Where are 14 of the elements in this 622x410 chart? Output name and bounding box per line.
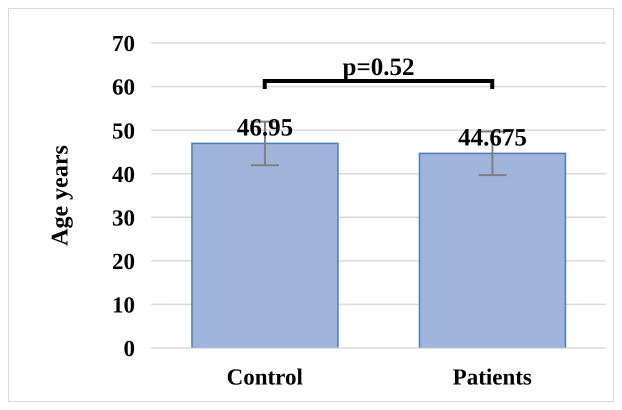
y-tick-label: 70 (112, 31, 135, 56)
y-tick-label: 20 (112, 249, 135, 274)
data-label: 44.675 (458, 124, 527, 152)
y-tick-label: 60 (112, 74, 135, 100)
annotation: p=0.52 (342, 54, 414, 81)
y-axis-title: Age years (48, 145, 74, 246)
y-tick-label: 30 (112, 205, 135, 230)
data-label: 46.95 (236, 114, 294, 142)
x-tick-label: Control (226, 364, 303, 390)
y-tick-label: 40 (112, 162, 135, 187)
y-tick-label: 10 (112, 292, 135, 318)
y-tick-label: 0 (124, 336, 135, 362)
y-tick-label: 50 (112, 118, 135, 144)
x-tick-label: Patients (452, 364, 532, 390)
